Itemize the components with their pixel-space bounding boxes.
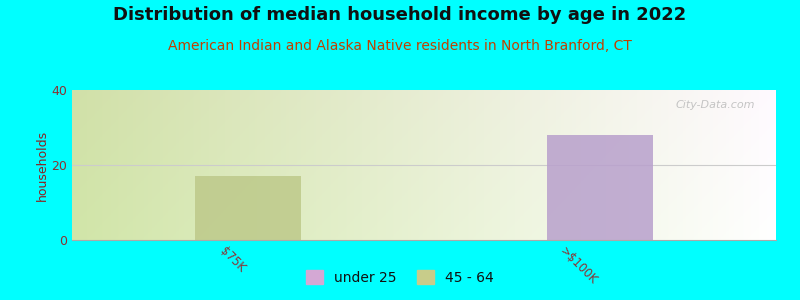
Text: Distribution of median household income by age in 2022: Distribution of median household income … <box>114 6 686 24</box>
Text: American Indian and Alaska Native residents in North Branford, CT: American Indian and Alaska Native reside… <box>168 39 632 53</box>
Bar <box>195 176 301 240</box>
Text: City-Data.com: City-Data.com <box>675 100 755 110</box>
Bar <box>547 135 653 240</box>
Y-axis label: households: households <box>35 129 49 201</box>
Legend: under 25, 45 - 64: under 25, 45 - 64 <box>301 264 499 290</box>
